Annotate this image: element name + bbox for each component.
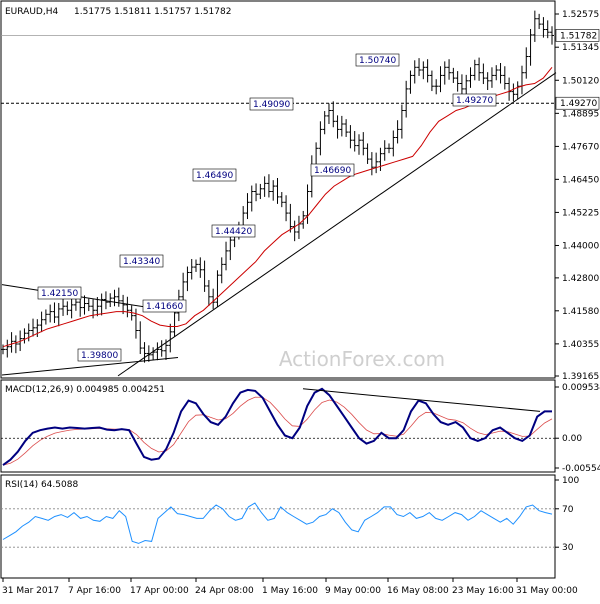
price-annotation-label: 1.49270 [456,96,493,106]
macd-line [2,387,552,466]
price-annotation-box [211,224,256,238]
rsi-y-tick-label: 30 [562,543,574,553]
watermark: ActionForex.com [279,347,445,371]
rsi-panel-frame [0,474,556,579]
x-tick-label: 23 May 16:00 [452,586,514,596]
rsi-layer [1,502,555,548]
price-y-tick-label: 1.42800 [562,274,599,284]
price-annotation-box [119,254,164,268]
price-annotation-box [37,286,82,300]
price-annotation-label: 1.46690 [314,166,351,176]
rsi-y-tick-label: 70 [562,505,574,515]
price-annotation-box [77,348,122,362]
x-tick-label: 16 May 08:00 [387,586,449,596]
price-annotation-box [452,93,497,107]
price-annotation-label: 1.39800 [81,351,118,361]
price-y-tick-label: 1.46450 [562,175,599,185]
current-price-label: 1.51782 [560,31,597,41]
price-annotation-label: 1.46490 [196,171,233,181]
macd-y-tick-label: 0.00 [562,434,582,444]
price-y-tick-label: 1.39165 [562,372,599,382]
x-tick-label: 24 Apr 08:00 [195,586,254,596]
price-y-tick-label: 1.41580 [562,307,599,317]
macd-title: MACD(12,26,9) 0.004985 0.004251 [5,385,165,395]
price-annotation-box [310,163,355,177]
price-y-tick-label: 1.40355 [562,340,599,350]
price-annotation-label: 1.50740 [359,56,396,66]
x-tick-label: 7 Apr 16:00 [68,586,121,596]
price-y-tick-label: 1.52575 [562,10,599,20]
horizontal-level-label: 1.49270 [560,99,597,109]
chart-ohlc: 1.51775 1.51811 1.51757 1.51782 [74,7,231,17]
price-annotation-label: 1.49090 [253,100,290,110]
rising-trendline [117,72,557,377]
price-annotation-box [192,168,237,182]
price-annotation-box [142,299,187,313]
price-annotation-box [355,53,400,67]
rsi-title: RSI(14) 64.5088 [5,480,78,490]
price-annotation-label: 1.42150 [41,289,78,299]
x-tick-label: 31 May 00:00 [516,586,578,596]
x-tick-label: 9 May 00:00 [325,586,381,596]
price-y-tick-label: 1.44000 [562,241,599,251]
moving-average-line [2,66,553,348]
macd-y-tick-label: -0.005543 [562,464,600,474]
price-annotation-label: 1.44420 [215,227,252,237]
rsi-y-tick-label: 100 [562,476,579,486]
rsi-line [2,502,553,544]
price-y-tick-label: 1.48895 [562,109,599,119]
lower-channel-line [1,357,179,376]
x-tick-label: 1 May 16:00 [262,586,318,596]
axis-layer: 1.52575 1.51345 1.50120 1.48895 1.47670 1.464… [2,10,600,596]
price-y-tick-label: 1.45225 [562,208,599,218]
price-y-tick-label: 1.50120 [562,76,599,86]
chart-symbol: EURAUD,H4 [5,7,58,17]
price-y-tick-label: 1.51345 [562,43,599,53]
price-y-tick-label: 1.47670 [562,142,599,152]
price-annotation-label: 1.43340 [123,257,160,267]
price-annotation-box [249,97,294,111]
macd-trendline [302,388,541,412]
macd-layer [1,387,555,466]
current-price-box [555,29,600,42]
price-annotation-label: 1.41660 [146,302,183,312]
horizontal-level-box [555,96,600,110]
price-layer: 1.42150 1.39800 1.41660 1.43340 1.44420 1.464… [1,10,557,377]
x-tick-label: 31 Mar 2017 [2,586,59,596]
macd-y-tick-label: 0.009534 [562,383,600,393]
x-tick-label: 17 Apr 00:00 [130,586,189,596]
